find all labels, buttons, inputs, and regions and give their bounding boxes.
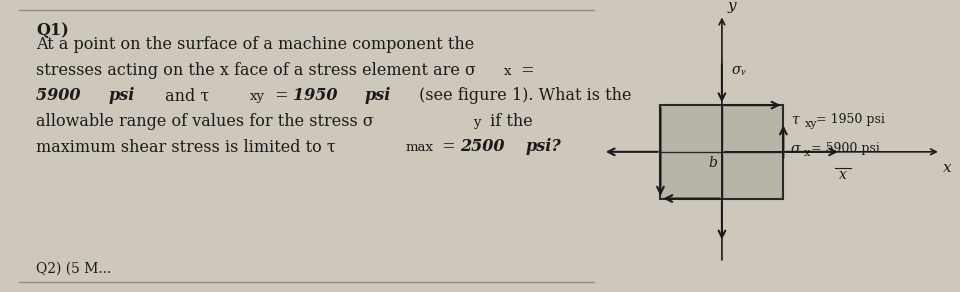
Text: 5900: 5900 — [36, 87, 86, 104]
Text: x: x — [839, 168, 847, 182]
Text: Q1): Q1) — [36, 22, 69, 39]
Text: psi: psi — [108, 87, 134, 104]
Text: x: x — [943, 161, 951, 175]
Text: At a point on the surface of a machine component the: At a point on the surface of a machine c… — [36, 36, 475, 53]
Text: xy: xy — [250, 90, 265, 103]
Text: allowable range of values for the stress σ: allowable range of values for the stress… — [36, 113, 374, 130]
Text: xy: xy — [804, 119, 817, 129]
Text: x: x — [504, 65, 512, 78]
Text: 1950: 1950 — [293, 87, 343, 104]
Text: =: = — [437, 138, 461, 155]
Text: max: max — [405, 141, 433, 154]
Text: 2500: 2500 — [460, 138, 510, 155]
Text: y: y — [473, 116, 481, 129]
Text: if the: if the — [485, 113, 533, 130]
Text: τ: τ — [791, 113, 799, 127]
Text: σᵧ: σᵧ — [732, 63, 746, 77]
Text: psi: psi — [365, 87, 391, 104]
Text: psi?: psi? — [526, 138, 562, 155]
Text: = 5900 psi: = 5900 psi — [811, 142, 880, 155]
Text: b: b — [708, 156, 717, 170]
Text: Q2) (5 M...: Q2) (5 M... — [36, 262, 111, 276]
Bar — [660, 105, 783, 199]
Text: x: x — [804, 148, 810, 158]
Text: and τ: and τ — [160, 87, 209, 104]
Text: y: y — [728, 0, 736, 13]
Text: maximum shear stress is limited to τ: maximum shear stress is limited to τ — [36, 138, 336, 155]
Text: stresses acting on the x face of a stress element are σ: stresses acting on the x face of a stres… — [36, 62, 476, 79]
Text: =: = — [516, 62, 535, 79]
Text: σ: σ — [791, 142, 801, 156]
Text: = 1950 psi: = 1950 psi — [816, 113, 885, 126]
Text: =: = — [270, 87, 294, 104]
Text: (see figure 1). What is the: (see figure 1). What is the — [414, 87, 632, 104]
